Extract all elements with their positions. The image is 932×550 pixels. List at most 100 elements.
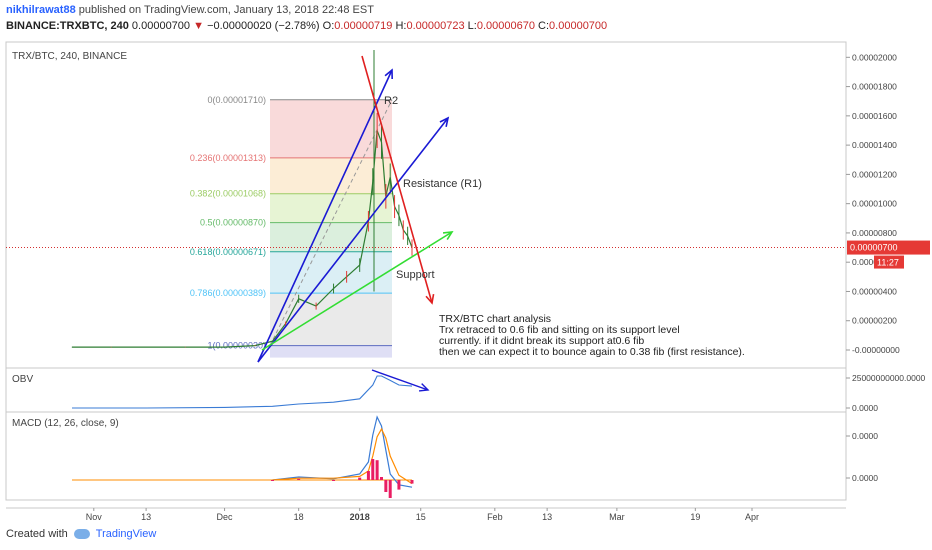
time-tick-label: Mar — [609, 512, 625, 522]
last-price: 0.00000700 — [131, 20, 191, 32]
time-tick-label: Dec — [217, 512, 234, 522]
fib-zone — [270, 193, 392, 223]
macd-series-macd — [272, 415, 413, 488]
fib-level-label: 0.786(0.00000389) — [190, 288, 266, 298]
created-with-text: Created with — [6, 528, 68, 540]
fib-zone — [270, 251, 392, 294]
macd-histogram-bar — [397, 480, 401, 490]
fib-level-label: 0.236(0.00001313) — [190, 153, 266, 163]
price-tick-label: -0.00000000 — [852, 345, 900, 355]
price-tick-label: 0.00000400 — [852, 286, 897, 296]
price-series-line — [72, 130, 413, 348]
chart-title: TRX/BTC, 240, BINANCE — [12, 51, 127, 62]
price-tick-label: 0.00001000 — [852, 199, 897, 209]
published-text: published on TradingView.com, January 13… — [78, 4, 374, 16]
author-link[interactable]: nikhilrawat88 — [6, 4, 76, 16]
fib-zone — [270, 222, 392, 252]
macd-histogram-bar — [358, 477, 362, 480]
price-tick-label: 0.00000800 — [852, 228, 897, 238]
support-arrow-shaft — [261, 231, 453, 351]
macd-histogram-bar — [388, 480, 392, 498]
time-tick-label: 18 — [294, 512, 304, 522]
macd-title: MACD (12, 26, close, 9) — [12, 418, 119, 429]
analysis-note-line: TRX/BTC chart analysis — [439, 313, 551, 325]
macd-histogram-bar — [366, 471, 370, 480]
tradingview-brand-link[interactable]: TradingView — [95, 528, 157, 540]
price-tick-label: 0.00002000 — [852, 52, 897, 62]
price-tick-label: 0.00000200 — [852, 316, 897, 326]
countdown-badge — [874, 255, 904, 269]
high-value: 0.00000723 — [406, 20, 465, 32]
obv-divergence-arrow-shaft — [371, 369, 429, 391]
fib-level-label: 0.5(0.00000870) — [200, 218, 266, 228]
obv-tick-label: 0.0000 — [852, 403, 878, 413]
obv-divergence-arrow — [371, 369, 430, 392]
time-tick-label: 2018 — [350, 512, 370, 522]
annotation-resistance: Resistance (R1) — [403, 178, 482, 190]
low-value: 0.00000670 — [476, 20, 535, 32]
current-price-badge — [847, 240, 930, 255]
fib-level-label: 1(0.00000030) — [207, 341, 266, 351]
fib-zone — [270, 99, 392, 158]
macd-histogram-bar — [371, 459, 375, 480]
close-value: 0.00000700 — [549, 20, 608, 32]
fib-level-label: 0.382(0.00001068) — [190, 189, 266, 199]
support-arrow — [261, 231, 454, 351]
current-price-label: 0.00000700 — [850, 243, 898, 253]
price-tick-label: 0.00001200 — [852, 169, 897, 179]
time-tick-label: Apr — [745, 512, 759, 522]
price-tick-label: 0.00001800 — [852, 82, 897, 92]
obv-series-line — [72, 375, 413, 409]
macd-histogram-bar — [332, 480, 336, 481]
price-tick-label: 0.00001400 — [852, 140, 897, 150]
analysis-note-line: currently. if it didnt break its support… — [439, 335, 644, 347]
high-label: H: — [395, 20, 407, 32]
symbol-label: BINANCE:TRXBTC, 240 — [6, 20, 129, 32]
countdown-label: 11:27 — [877, 258, 899, 268]
time-tick-label: 15 — [416, 512, 426, 522]
footer: Created with TradingView — [6, 528, 156, 540]
tradingview-logo-icon — [73, 529, 90, 539]
fib-trend-line — [269, 99, 393, 346]
downtrend-arrow — [361, 55, 435, 305]
trend-arrow-r1-head — [439, 116, 450, 127]
macd-histogram-bar — [375, 460, 379, 480]
publish-line: nikhilrawat88 published on TradingView.c… — [6, 4, 374, 16]
fib-level-label: 0.618(0.00000671) — [190, 247, 266, 257]
time-tick-label: Nov — [86, 512, 103, 522]
fib-zone — [270, 345, 392, 358]
trend-arrow-r2-head — [384, 68, 393, 80]
macd-histogram-bar — [410, 480, 414, 484]
time-tick-label: 19 — [690, 512, 700, 522]
price-tick-label: 0.00001600 — [852, 111, 897, 121]
time-tick-label: 13 — [141, 512, 151, 522]
macd-tick-label: 0.0000 — [852, 431, 878, 441]
close-label: C: — [538, 20, 550, 32]
downtrend-arrow-shaft — [361, 55, 433, 304]
macd-series-signal — [272, 427, 413, 485]
downtrend-arrow-head — [425, 293, 435, 305]
down-arrow-icon: ▼ — [193, 20, 204, 32]
macd-histogram-bar — [384, 480, 388, 492]
low-label: L: — [467, 20, 477, 32]
trend-arrow-r2-shaft — [257, 69, 393, 363]
fib-level-label: 0(0.00001710) — [207, 95, 266, 105]
obv-divergence-arrow-head — [418, 383, 430, 392]
annotation-r2: R2 — [384, 95, 398, 107]
time-tick-label: Feb — [487, 512, 503, 522]
annotation-support: Support — [396, 269, 435, 281]
macd-histogram-bar — [297, 478, 301, 480]
ohlc-line: BINANCE:TRXBTC, 240 0.00000700 ▼ −0.0000… — [6, 20, 607, 32]
obv-tick-label: 25000000000.0000 — [852, 373, 926, 383]
trend-arrow-r1 — [257, 116, 450, 363]
macd-histogram-bar — [271, 480, 275, 481]
macd-histogram-bar — [379, 477, 383, 480]
open-value: 0.00000719 — [334, 20, 393, 32]
macd-tick-label: 0.0000 — [852, 473, 878, 483]
obv-title: OBV — [12, 374, 33, 385]
trend-arrow-r1-shaft — [257, 117, 449, 363]
analysis-note-line: Trx retraced to 0.6 fib and sitting on i… — [439, 324, 680, 336]
price-change: −0.00000020 (−2.78%) — [207, 20, 320, 32]
time-tick-label: 13 — [542, 512, 552, 522]
